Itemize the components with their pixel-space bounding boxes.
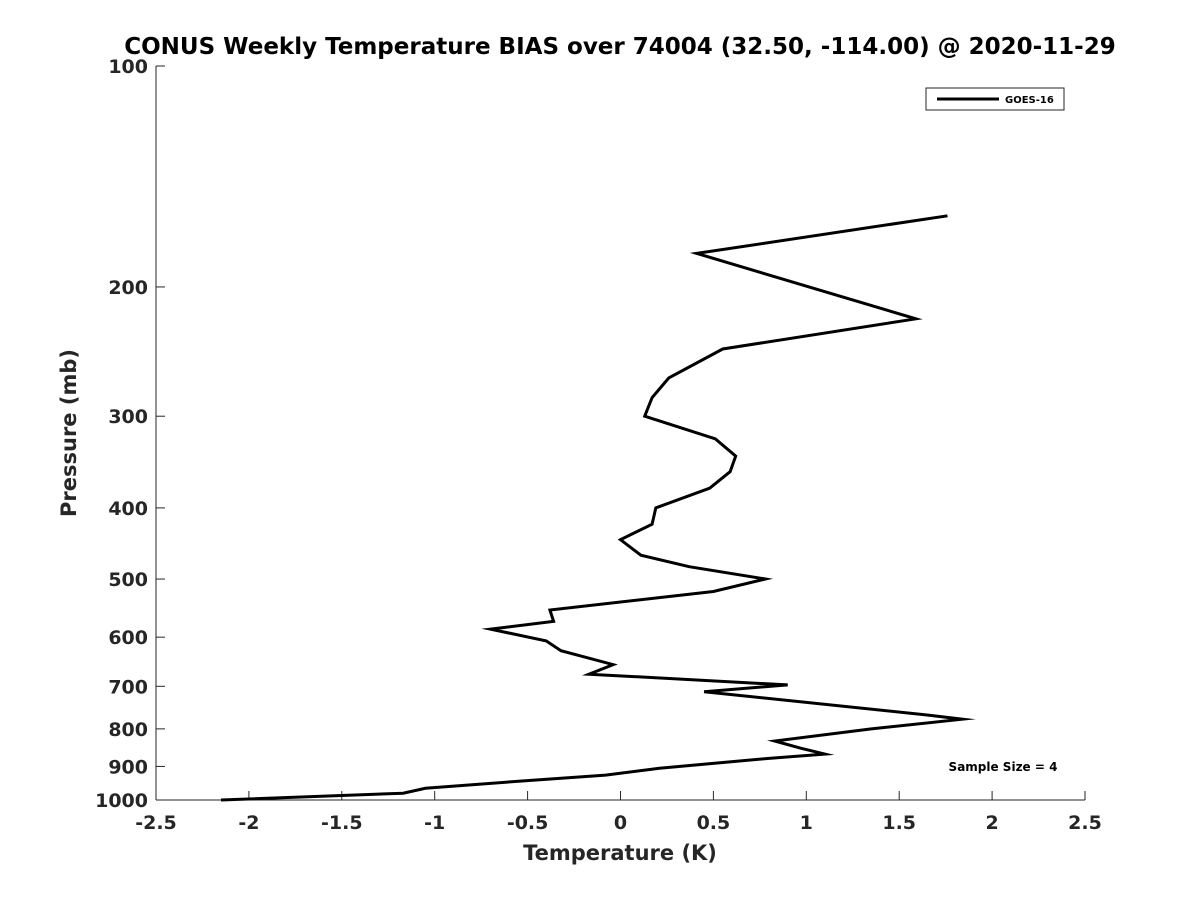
y-tick-label: 900 [108, 756, 148, 778]
x-axis-ticks: -2.5 -2 -1.5 -1 -0.5 0 0.5 1 1.5 2 2.5 [135, 791, 1102, 834]
x-tick-label: 2.5 [1068, 812, 1102, 834]
series-line-goes-16 [220, 214, 976, 802]
y-tick-label: 800 [108, 719, 148, 741]
x-tick-label: 2 [985, 812, 998, 834]
legend: GOES-16 [925, 87, 1065, 111]
y-axis-label: Pressure (mb) [57, 349, 81, 517]
x-axis-label: Temperature (K) [523, 841, 717, 865]
x-tick-label: -2.5 [135, 812, 177, 834]
y-tick-label: 200 [108, 277, 148, 299]
y-tick-label: 1000 [95, 790, 148, 812]
y-tick-label: 600 [108, 627, 148, 649]
y-tick-label: 400 [108, 498, 148, 520]
x-tick-label: -1 [424, 812, 445, 834]
x-tick-label: 0.5 [697, 812, 731, 834]
y-tick-label: 700 [108, 676, 148, 698]
y-tick-label: 500 [108, 569, 148, 591]
x-tick-label: -2 [238, 812, 259, 834]
x-tick-label: -1.5 [321, 812, 363, 834]
y-tick-label: 100 [108, 56, 148, 78]
x-tick-label: 1.5 [882, 812, 916, 834]
x-tick-label: -0.5 [507, 812, 549, 834]
y-tick-label: 300 [108, 406, 148, 428]
plot-area: -2.5 -2 -1.5 -1 -0.5 0 0.5 1 1.5 2 2.5 100 200 300 40… [95, 56, 1102, 834]
sample-size-annotation: Sample Size = 4 [949, 760, 1058, 774]
x-tick-label: 0 [614, 812, 627, 834]
chart-title: CONUS Weekly Temperature BIAS over 74004… [124, 34, 1115, 60]
x-tick-label: 1 [800, 812, 813, 834]
legend-label-goes-16: GOES-16 [1005, 95, 1054, 106]
series-layer [220, 214, 976, 802]
y-axis-ticks: 100 200 300 400 500 600 700 800 900 1000 [95, 56, 165, 812]
